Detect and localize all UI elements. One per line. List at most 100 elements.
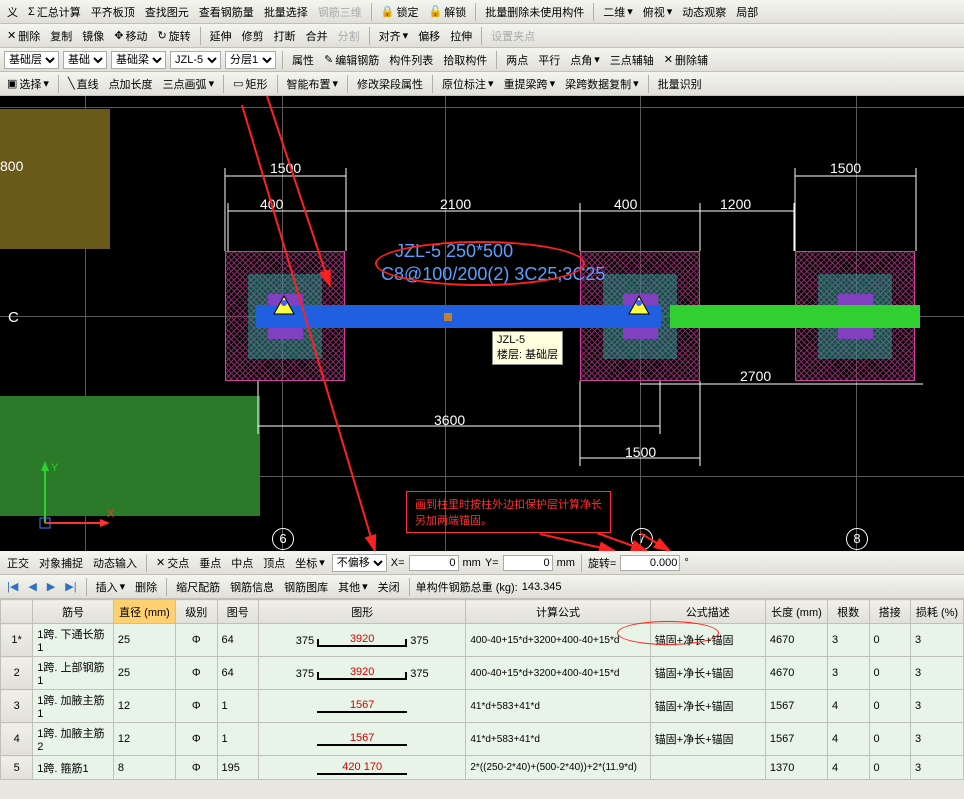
tb-dynamic[interactable]: 动态观察 bbox=[679, 3, 729, 21]
cell-len[interactable]: 1567 bbox=[765, 723, 827, 756]
tb-top-view[interactable]: 俯视 ▾ bbox=[640, 3, 676, 21]
sel-layer[interactable]: 基础层 bbox=[4, 51, 59, 69]
cell-figno[interactable]: 1 bbox=[217, 723, 258, 756]
tb-sum-calc[interactable]: Σ 汇总计算 bbox=[25, 3, 84, 21]
th-n[interactable]: 根数 bbox=[828, 600, 869, 624]
tb-unlock[interactable]: 🔓解锁 bbox=[426, 3, 470, 21]
table-row[interactable]: 5 1跨. 箍筋1 8 Φ 195 420 170 2*((250-2*40)+… bbox=[1, 756, 964, 780]
cell-loss[interactable]: 3 bbox=[910, 690, 963, 723]
ab-delete[interactable]: 删除 bbox=[132, 578, 160, 596]
cell-shape[interactable]: 375 3753920 bbox=[259, 657, 466, 690]
cell-n[interactable]: 4 bbox=[828, 690, 869, 723]
tb-extend[interactable]: 延伸 bbox=[207, 27, 235, 45]
tb-pick[interactable]: 拾取构件 bbox=[440, 51, 490, 69]
row-index[interactable]: 1* bbox=[1, 624, 33, 657]
cell-dia[interactable]: 12 bbox=[113, 723, 175, 756]
cell-lap[interactable]: 0 bbox=[869, 624, 910, 657]
table-row[interactable]: 4 1跨. 加腋主筋2 12 Φ 1 1567 41*d+583+41*d 锚固… bbox=[1, 723, 964, 756]
cell-len[interactable]: 4670 bbox=[765, 624, 827, 657]
cell-name[interactable]: 1跨. 下通长筋1 bbox=[33, 624, 114, 657]
tb-span-copy[interactable]: 梁跨数据复制 ▾ bbox=[562, 75, 642, 93]
nav-prev[interactable]: ◀ bbox=[25, 579, 39, 594]
tb-copy[interactable]: 复制 bbox=[47, 27, 75, 45]
sb-ortho[interactable]: 正交 bbox=[4, 554, 32, 572]
cell-lap[interactable]: 0 bbox=[869, 756, 910, 780]
table-row[interactable]: 2 1跨. 上部钢筋1 25 Φ 64 375 3753920 400-40+1… bbox=[1, 657, 964, 690]
cell-loss[interactable]: 3 bbox=[910, 723, 963, 756]
th-formula[interactable]: 计算公式 bbox=[466, 600, 650, 624]
tb-flat[interactable]: 平齐板顶 bbox=[88, 3, 138, 21]
cell-desc[interactable] bbox=[650, 756, 765, 780]
cell-dia[interactable]: 8 bbox=[113, 756, 175, 780]
row-index[interactable]: 2 bbox=[1, 657, 33, 690]
sb-dyn[interactable]: 动态输入 bbox=[90, 554, 140, 572]
sb-rot-input[interactable] bbox=[620, 555, 680, 571]
cell-desc[interactable]: 锚固+净长+锚固 bbox=[650, 690, 765, 723]
th-name[interactable]: 筋号 bbox=[33, 600, 114, 624]
tb-grip[interactable]: 设置夹点 bbox=[488, 27, 538, 45]
th-loss[interactable]: 损耗 (%) bbox=[910, 600, 963, 624]
tb-batch-select[interactable]: 批量选择 bbox=[261, 3, 311, 21]
tb-rect[interactable]: ▭ 矩形 bbox=[230, 75, 270, 93]
tb-in-place[interactable]: 原位标注 ▾ bbox=[439, 75, 497, 93]
cell-grade[interactable]: Φ bbox=[176, 690, 217, 723]
ab-other[interactable]: 其他 ▾ bbox=[335, 578, 371, 596]
tb-lock[interactable]: 🔒锁定 bbox=[378, 3, 422, 21]
cell-formula[interactable]: 400-40+15*d+3200+400-40+15*d bbox=[466, 657, 650, 690]
cell-figno[interactable]: 64 bbox=[217, 657, 258, 690]
cell-dia[interactable]: 12 bbox=[113, 690, 175, 723]
sb-coord[interactable]: 坐标 ▾ bbox=[292, 554, 328, 572]
sb-int[interactable]: ✕交点 bbox=[153, 554, 192, 572]
tb-mirror[interactable]: 镜像 bbox=[79, 27, 107, 45]
cell-shape[interactable]: 1567 bbox=[259, 723, 466, 756]
drawing-canvas[interactable]: 800 1500 400 2100 400 1200 1500 3600 150… bbox=[0, 96, 964, 551]
tb-delete[interactable]: ✕删除 bbox=[4, 27, 43, 45]
tb-align[interactable]: 对齐 ▾ bbox=[376, 27, 412, 45]
sel-member[interactable]: JZL-5 bbox=[170, 51, 221, 69]
tb-props[interactable]: 属性 bbox=[289, 51, 317, 69]
tb-yi[interactable]: 义 bbox=[4, 3, 21, 21]
cell-shape[interactable]: 1567 bbox=[259, 690, 466, 723]
cell-len[interactable]: 1370 bbox=[765, 756, 827, 780]
row-index[interactable]: 4 bbox=[1, 723, 33, 756]
th-grade[interactable]: 级别 bbox=[176, 600, 217, 624]
cell-grade[interactable]: Φ bbox=[176, 723, 217, 756]
cell-figno[interactable]: 64 bbox=[217, 624, 258, 657]
cell-len[interactable]: 1567 bbox=[765, 690, 827, 723]
cell-name[interactable]: 1跨. 上部钢筋1 bbox=[33, 657, 114, 690]
th-dia[interactable]: 直径 (mm) bbox=[113, 600, 175, 624]
cell-n[interactable]: 4 bbox=[828, 723, 869, 756]
cell-shape[interactable]: 420 170 bbox=[259, 756, 466, 780]
nav-next[interactable]: ▶ bbox=[44, 579, 58, 594]
tb-stretch[interactable]: 拉伸 bbox=[447, 27, 475, 45]
cell-name[interactable]: 1跨. 加腋主筋1 bbox=[33, 690, 114, 723]
tb-2pt[interactable]: 两点 bbox=[503, 51, 531, 69]
nav-first[interactable]: |◀ bbox=[4, 579, 21, 594]
cell-lap[interactable]: 0 bbox=[869, 657, 910, 690]
tb-offset[interactable]: 偏移 bbox=[415, 27, 443, 45]
nav-last[interactable]: ▶| bbox=[62, 579, 79, 594]
sb-apex[interactable]: 顶点 bbox=[260, 554, 288, 572]
ab-scale[interactable]: 缩尺配筋 bbox=[173, 578, 223, 596]
tb-merge[interactable]: 合并 bbox=[303, 27, 331, 45]
tb-move[interactable]: ✥移动 bbox=[111, 27, 150, 45]
tb-edit-rebar[interactable]: ✎编辑钢筋 bbox=[321, 51, 382, 69]
cell-grade[interactable]: Φ bbox=[176, 756, 217, 780]
th-len[interactable]: 长度 (mm) bbox=[765, 600, 827, 624]
sel-layer2[interactable]: 分层1 bbox=[225, 51, 276, 69]
th-figno[interactable]: 图号 bbox=[217, 600, 258, 624]
tb-pt-len[interactable]: 点加长度 bbox=[106, 75, 156, 93]
tb-rotate[interactable]: ↻旋转 bbox=[154, 27, 193, 45]
tb-member-list[interactable]: 构件列表 bbox=[386, 51, 436, 69]
tb-trim[interactable]: 修剪 bbox=[239, 27, 267, 45]
row-index[interactable]: 5 bbox=[1, 756, 33, 780]
sel-subcat[interactable]: 基础梁 bbox=[111, 51, 166, 69]
tb-parallel[interactable]: 平行 bbox=[535, 51, 563, 69]
cell-shape[interactable]: 375 3753920 bbox=[259, 624, 466, 657]
sb-mid[interactable]: 中点 bbox=[228, 554, 256, 572]
th-lap[interactable]: 搭接 bbox=[869, 600, 910, 624]
cell-n[interactable]: 3 bbox=[828, 624, 869, 657]
tb-local[interactable]: 局部 bbox=[733, 3, 761, 21]
cell-formula[interactable]: 2*((250-2*40)+(500-2*40))+2*(11.9*d) bbox=[466, 756, 650, 780]
tb-break[interactable]: 打断 bbox=[271, 27, 299, 45]
